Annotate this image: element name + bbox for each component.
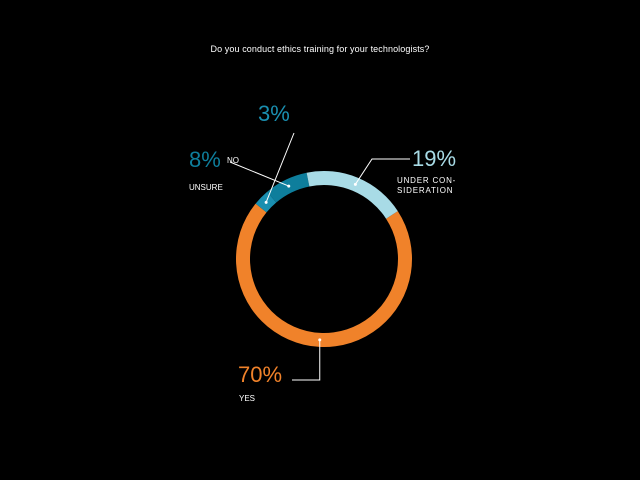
category-label-yes: YES <box>239 394 256 403</box>
leader-line-yes <box>292 339 321 381</box>
leader-line-unsure <box>229 161 289 187</box>
category-label-under-consideration: UNDER CON-SIDERATION <box>397 176 457 195</box>
leader-dot-unsure <box>287 184 291 188</box>
leader-dot-under-consideration <box>353 182 357 186</box>
category-label-no: NO <box>227 156 239 165</box>
slice-under-consideration <box>306 171 398 219</box>
data-label-yes: 70% <box>238 362 283 387</box>
leader-line-under-consideration <box>354 158 410 185</box>
leader-dot-yes <box>318 338 322 342</box>
leader-dot-no <box>264 200 268 204</box>
slice-yes <box>236 203 413 347</box>
chart-title: Do you conduct ethics training for your … <box>210 44 430 54</box>
category-label-unsure: UNSURE <box>189 183 223 192</box>
data-label-under-consideration: 19% <box>412 146 457 171</box>
leader-line-no <box>265 132 295 203</box>
data-label-no: 3% <box>258 101 290 126</box>
data-label-unsure: 8% <box>189 147 221 172</box>
slice-unsure <box>267 172 310 203</box>
